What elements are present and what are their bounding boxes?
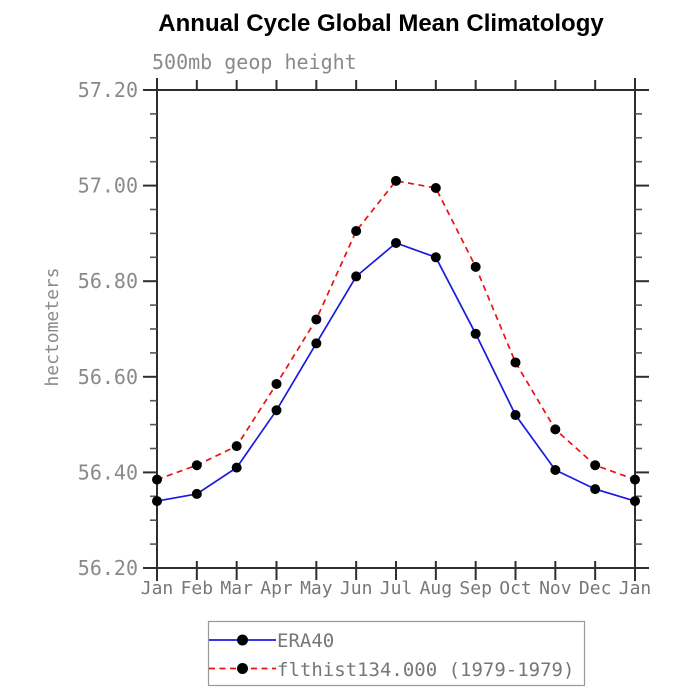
x-tick-label: Aug xyxy=(420,578,453,599)
series-marker-era40 xyxy=(430,252,441,263)
series-marker-flthist xyxy=(152,474,162,485)
series-marker-flthist xyxy=(590,460,601,471)
series-marker-flthist xyxy=(550,424,561,435)
series-marker-era40 xyxy=(391,237,401,248)
x-tick-label: May xyxy=(300,578,333,599)
series-marker-era40 xyxy=(470,328,481,339)
series-marker-flthist xyxy=(510,357,521,368)
series-marker-flthist xyxy=(430,182,441,193)
legend-label-flthist: flthist134.000 (1979-1979) xyxy=(277,659,574,681)
y-tick-label: 57.00 xyxy=(78,174,138,198)
series-marker-era40 xyxy=(271,405,282,416)
legend-label-era40: ERA40 xyxy=(277,630,334,652)
legend-key-lines xyxy=(209,634,276,674)
series-marker-flthist xyxy=(470,261,481,272)
x-tick-label: Mar xyxy=(220,578,253,599)
series-marker-era40 xyxy=(630,496,640,507)
x-tick-label: Jan xyxy=(619,578,652,599)
x-tick-label: Feb xyxy=(181,578,214,599)
legend-box xyxy=(207,620,586,687)
legend-key-marker xyxy=(237,663,248,674)
x-tick-label: Nov xyxy=(539,578,572,599)
series-marker-flthist xyxy=(630,474,640,485)
x-axis-ticks: Jan Feb Mar Apr May Jun Jul Aug Sep Oct Nov Dec Jan xyxy=(141,80,652,599)
series-marker-flthist xyxy=(271,378,282,389)
series-marker-era40 xyxy=(510,410,521,421)
y-tick-label: 56.20 xyxy=(78,556,138,580)
series-marker-era40 xyxy=(351,271,362,282)
series-line-era40 xyxy=(156,242,636,502)
data-series xyxy=(152,175,640,507)
series-marker-flthist xyxy=(191,460,202,471)
series-marker-era40 xyxy=(550,465,561,476)
chart-subtitle: 500mb geop height xyxy=(152,50,357,74)
plot-frame xyxy=(144,78,648,581)
series-marker-flthist xyxy=(391,175,401,186)
y-axis-ticks: 56.20 56.40 56.60 56.80 57.00 57.20 xyxy=(78,78,649,580)
series-line-flthist xyxy=(156,179,636,481)
x-tick-label: Jul xyxy=(380,578,413,599)
y-tick-label: 56.60 xyxy=(78,365,138,389)
series-marker-era40 xyxy=(590,484,601,495)
x-tick-label: Apr xyxy=(260,578,293,599)
series-marker-flthist xyxy=(311,314,322,325)
y-axis-label: hectometers xyxy=(42,267,63,386)
x-tick-label: Jan xyxy=(141,578,174,599)
series-marker-flthist xyxy=(231,441,242,452)
series-marker-era40 xyxy=(152,496,162,507)
series-marker-flthist xyxy=(351,226,362,237)
legend: ERA40 flthist134.000 (1979-1979) xyxy=(207,620,586,687)
x-tick-label: Dec xyxy=(579,578,612,599)
series-marker-era40 xyxy=(231,462,242,473)
legend-key-marker xyxy=(237,634,248,646)
x-tick-label: Sep xyxy=(459,578,492,599)
y-tick-label: 56.80 xyxy=(78,269,138,293)
chart-title: Annual Cycle Global Mean Climatology xyxy=(158,10,604,37)
series-marker-era40 xyxy=(311,338,322,349)
y-tick-label: 57.20 xyxy=(78,78,138,102)
x-tick-label: Oct xyxy=(499,578,532,599)
x-tick-label: Jun xyxy=(340,578,373,599)
series-marker-era40 xyxy=(191,488,202,499)
y-tick-label: 56.40 xyxy=(78,460,138,484)
